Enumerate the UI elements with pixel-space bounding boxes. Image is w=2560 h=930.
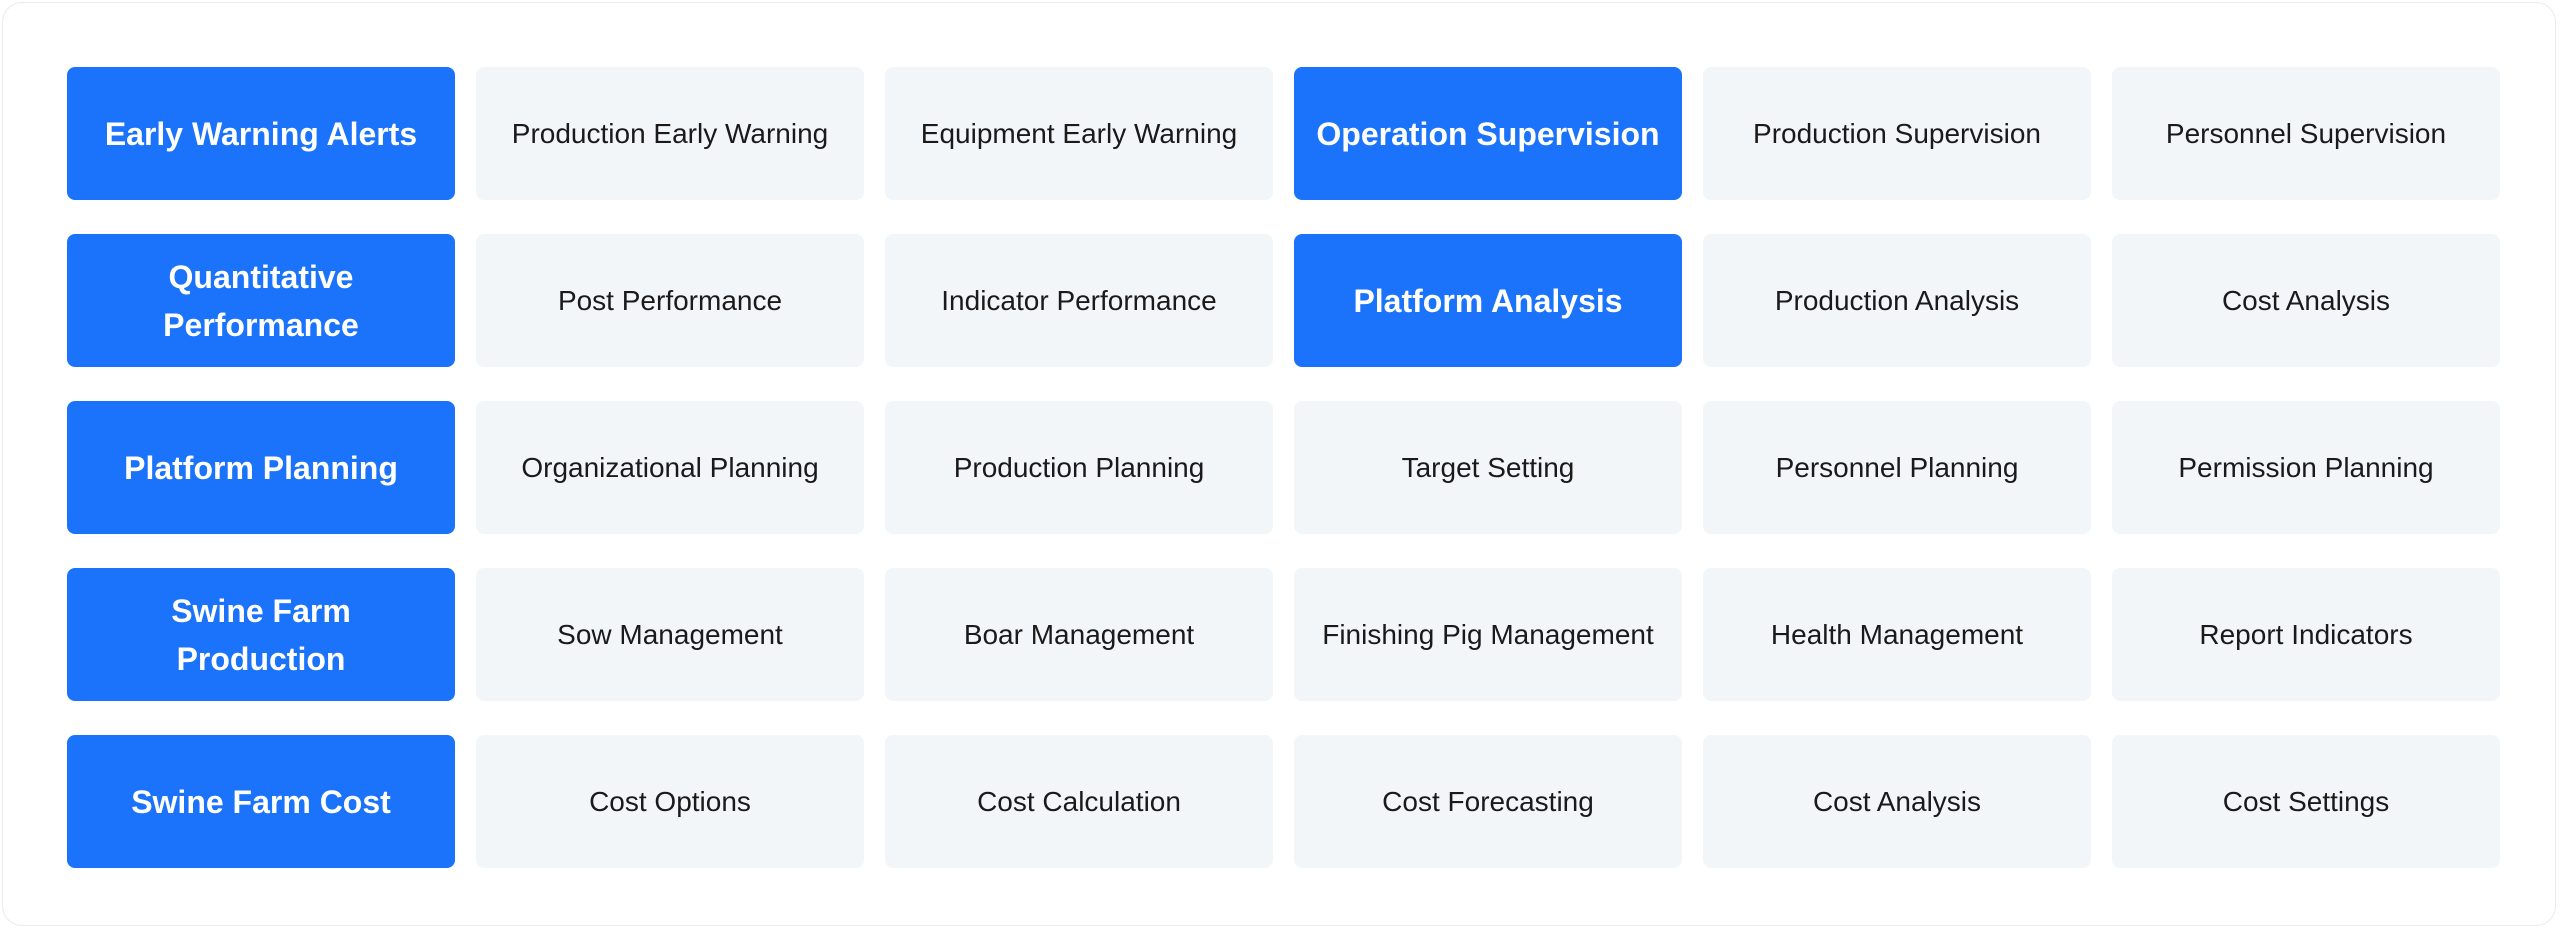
module-button[interactable]: Target Setting — [1294, 401, 1682, 534]
category-header-button[interactable]: Swine Farm Cost — [67, 735, 455, 868]
module-button[interactable]: Equipment Early Warning — [885, 67, 1273, 200]
module-button[interactable]: Production Analysis — [1703, 234, 2091, 367]
module-button[interactable]: Sow Management — [476, 568, 864, 701]
module-button[interactable]: Production Planning — [885, 401, 1273, 534]
category-header-button[interactable]: Quantitative Performance — [67, 234, 455, 367]
module-button[interactable]: Report Indicators — [2112, 568, 2500, 701]
module-button[interactable]: Cost Forecasting — [1294, 735, 1682, 868]
module-button[interactable]: Permission Planning — [2112, 401, 2500, 534]
module-button[interactable]: Cost Analysis — [2112, 234, 2500, 367]
module-button[interactable]: Production Supervision — [1703, 67, 2091, 200]
module-button[interactable]: Finishing Pig Management — [1294, 568, 1682, 701]
module-button[interactable]: Personnel Planning — [1703, 401, 2091, 534]
module-button[interactable]: Cost Options — [476, 735, 864, 868]
category-header-button[interactable]: Swine Farm Production — [67, 568, 455, 701]
module-button[interactable]: Boar Management — [885, 568, 1273, 701]
module-button[interactable]: Personnel Supervision — [2112, 67, 2500, 200]
module-button[interactable]: Cost Calculation — [885, 735, 1273, 868]
module-button[interactable]: Cost Analysis — [1703, 735, 2091, 868]
category-header-button[interactable]: Platform Planning — [67, 401, 455, 534]
module-grid: Early Warning Alerts Production Early War… — [67, 67, 2500, 868]
module-button[interactable]: Cost Settings — [2112, 735, 2500, 868]
module-button[interactable]: Production Early Warning — [476, 67, 864, 200]
category-header-button[interactable]: Platform Analysis — [1294, 234, 1682, 367]
category-header-button[interactable]: Early Warning Alerts — [67, 67, 455, 200]
category-header-button[interactable]: Operation Supervision — [1294, 67, 1682, 200]
module-button[interactable]: Health Management — [1703, 568, 2091, 701]
module-button[interactable]: Post Performance — [476, 234, 864, 367]
module-button[interactable]: Organizational Planning — [476, 401, 864, 534]
module-button[interactable]: Indicator Performance — [885, 234, 1273, 367]
